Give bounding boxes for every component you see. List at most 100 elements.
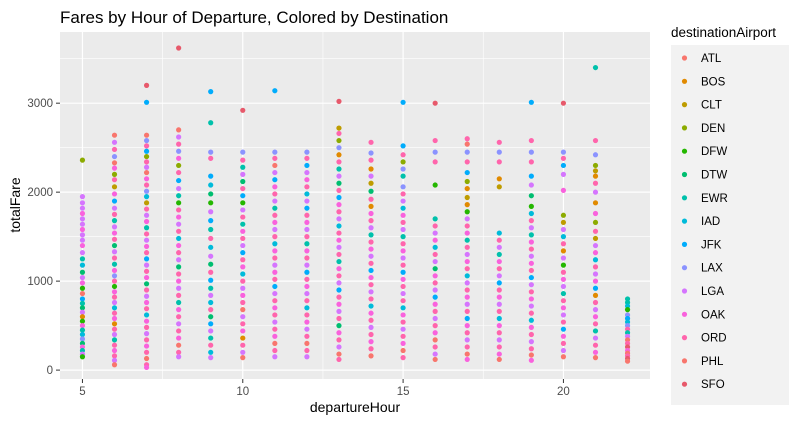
data-point bbox=[592, 64, 599, 71]
data-point bbox=[208, 226, 214, 233]
data-point bbox=[528, 246, 534, 252]
data-point bbox=[79, 309, 86, 315]
legend-swatch bbox=[681, 335, 688, 341]
data-point bbox=[111, 191, 118, 197]
data-point bbox=[240, 314, 246, 320]
data-point bbox=[208, 299, 214, 306]
legend-label: LAX bbox=[701, 263, 723, 275]
data-point bbox=[272, 290, 278, 297]
data-point bbox=[464, 344, 470, 350]
data-point bbox=[176, 342, 182, 348]
data-point bbox=[624, 333, 631, 339]
data-point bbox=[143, 200, 150, 206]
data-point bbox=[432, 301, 438, 307]
data-point bbox=[368, 260, 374, 266]
data-point bbox=[176, 207, 182, 213]
data-point bbox=[79, 318, 86, 324]
data-point bbox=[368, 296, 374, 302]
data-point bbox=[592, 210, 599, 217]
legend-label: CLT bbox=[701, 100, 722, 112]
legend-label: DEN bbox=[701, 123, 725, 135]
data-point bbox=[560, 290, 567, 297]
data-point bbox=[400, 269, 406, 275]
data-point bbox=[304, 262, 310, 268]
data-point bbox=[208, 89, 214, 95]
data-point bbox=[432, 258, 438, 265]
data-point bbox=[143, 137, 150, 144]
data-point bbox=[400, 347, 406, 354]
data-point bbox=[208, 120, 214, 126]
data-point bbox=[272, 319, 278, 325]
data-point bbox=[143, 237, 150, 243]
data-point bbox=[111, 211, 118, 217]
data-point bbox=[111, 310, 118, 316]
data-point bbox=[368, 157, 374, 163]
legend-label: OAK bbox=[701, 309, 726, 321]
data-point bbox=[400, 355, 406, 361]
data-point bbox=[272, 212, 278, 218]
data-point bbox=[496, 251, 502, 258]
data-point bbox=[176, 177, 182, 184]
data-point bbox=[111, 160, 118, 166]
data-point bbox=[208, 285, 214, 291]
data-point bbox=[111, 171, 118, 177]
data-point bbox=[560, 354, 567, 360]
data-point bbox=[368, 353, 374, 359]
legend-label: IAD bbox=[701, 216, 720, 228]
data-point bbox=[111, 153, 118, 160]
data-point bbox=[79, 347, 86, 354]
data-point bbox=[336, 209, 342, 215]
data-point bbox=[336, 202, 342, 208]
data-point bbox=[143, 212, 150, 218]
data-point bbox=[528, 203, 534, 209]
data-point bbox=[272, 177, 278, 183]
data-point bbox=[464, 159, 470, 165]
data-point bbox=[624, 330, 631, 336]
data-point bbox=[79, 336, 86, 342]
data-point bbox=[240, 171, 246, 177]
data-point bbox=[111, 342, 118, 348]
data-point bbox=[272, 234, 278, 240]
data-point bbox=[272, 169, 278, 176]
data-point bbox=[176, 162, 182, 169]
data-point bbox=[304, 269, 310, 275]
data-point bbox=[111, 242, 118, 249]
data-point bbox=[560, 305, 567, 311]
data-point bbox=[528, 193, 534, 199]
data-point bbox=[464, 136, 470, 142]
data-point bbox=[528, 296, 534, 302]
data-point bbox=[496, 244, 502, 250]
data-point bbox=[240, 264, 246, 270]
data-point bbox=[176, 285, 182, 291]
data-point bbox=[79, 210, 86, 217]
data-point bbox=[560, 248, 567, 254]
data-point bbox=[432, 149, 438, 155]
data-point bbox=[143, 312, 150, 318]
legend-swatch bbox=[681, 102, 688, 108]
data-point bbox=[432, 294, 438, 300]
data-point bbox=[304, 248, 310, 254]
data-point bbox=[400, 241, 406, 247]
data-point bbox=[79, 340, 86, 347]
data-point bbox=[528, 289, 534, 295]
data-point bbox=[400, 283, 406, 290]
data-point bbox=[240, 200, 246, 206]
data-point bbox=[400, 248, 406, 254]
y-tick-label: 2000 bbox=[27, 187, 53, 199]
data-point bbox=[368, 267, 374, 274]
data-point bbox=[432, 351, 438, 357]
data-point bbox=[496, 330, 502, 336]
data-point bbox=[143, 206, 150, 212]
data-point bbox=[143, 287, 150, 293]
data-point bbox=[176, 328, 182, 334]
data-point bbox=[624, 296, 631, 302]
data-point bbox=[272, 298, 278, 304]
data-point bbox=[176, 228, 182, 234]
data-point bbox=[143, 188, 150, 194]
data-point bbox=[368, 246, 374, 252]
data-point bbox=[624, 307, 631, 313]
data-point bbox=[111, 236, 118, 242]
data-point bbox=[111, 146, 118, 153]
data-point bbox=[336, 244, 342, 250]
data-point bbox=[111, 331, 118, 338]
